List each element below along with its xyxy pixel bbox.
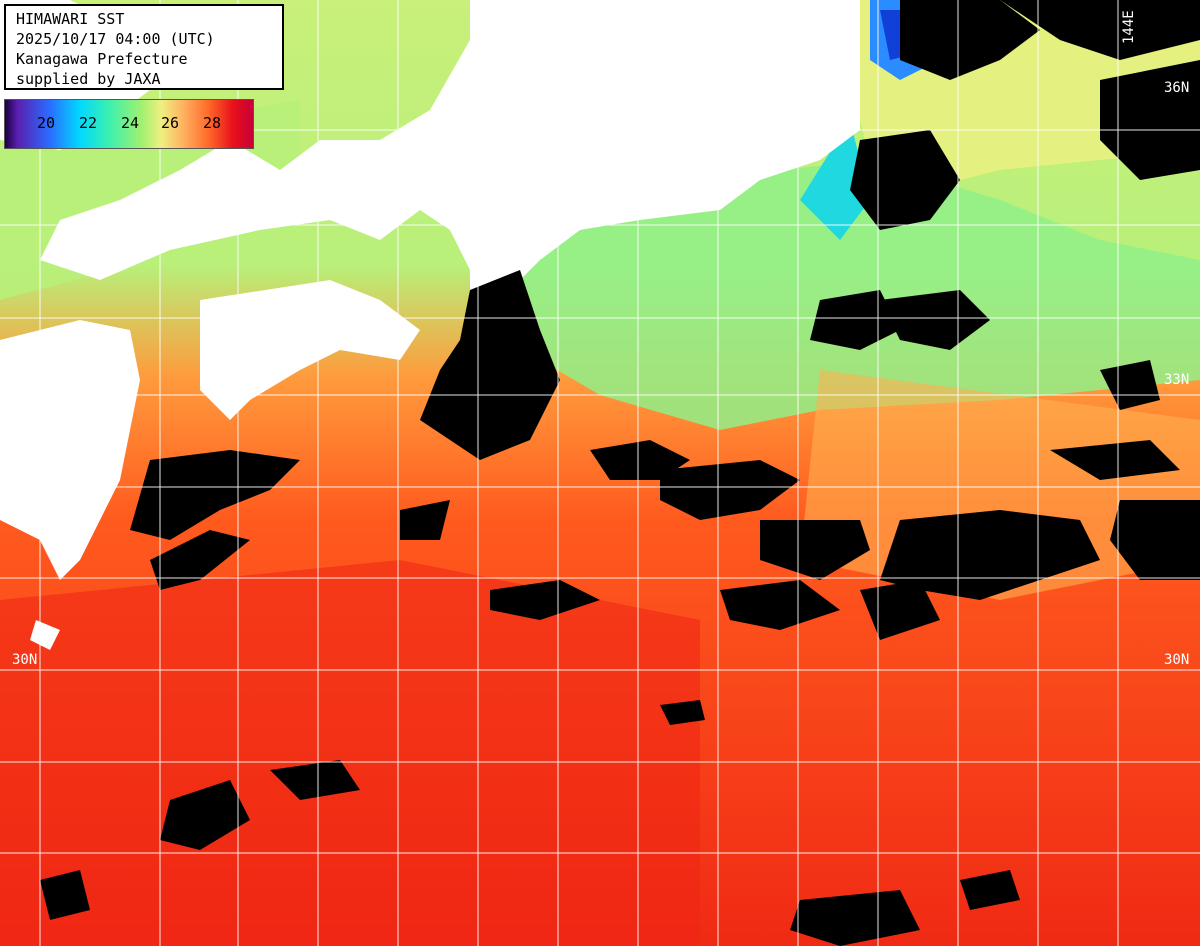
legend-tick-28: 28: [203, 114, 222, 132]
hot-water-zone: [0, 560, 700, 946]
lon-label-136e: 136E: [481, 14, 497, 48]
map-title: HIMAWARI SST: [16, 10, 125, 28]
legend-tick-22: 22: [79, 114, 98, 132]
map-credit: supplied by JAXA: [16, 70, 161, 88]
info-panel: HIMAWARI SST 2025/10/17 04:00 (UTC) Kana…: [4, 4, 284, 90]
shikoku-land: [200, 280, 420, 420]
kyushu-land: [0, 320, 140, 580]
lat-label-36n: 36N: [1164, 80, 1190, 96]
honshu-land: [40, 0, 860, 340]
map-organization: Kanagawa Prefecture: [16, 50, 188, 68]
legend-tick-24: 24: [121, 114, 140, 132]
temperature-legend: 20 22 24 26 28: [4, 99, 254, 149]
legend-tick-26: 26: [161, 114, 180, 132]
lat-label-33n: 33N: [1164, 372, 1190, 388]
lat-label-30n-left: 30N: [12, 652, 38, 668]
tanegashima-island: [30, 620, 60, 650]
lon-label-144e: 144E: [1121, 10, 1137, 44]
map-datetime: 2025/10/17 04:00 (UTC): [16, 30, 215, 48]
legend-tick-20: 20: [37, 114, 56, 132]
cold-coastal-strip: [800, 120, 870, 240]
lat-label-30n-right: 30N: [1164, 652, 1190, 668]
